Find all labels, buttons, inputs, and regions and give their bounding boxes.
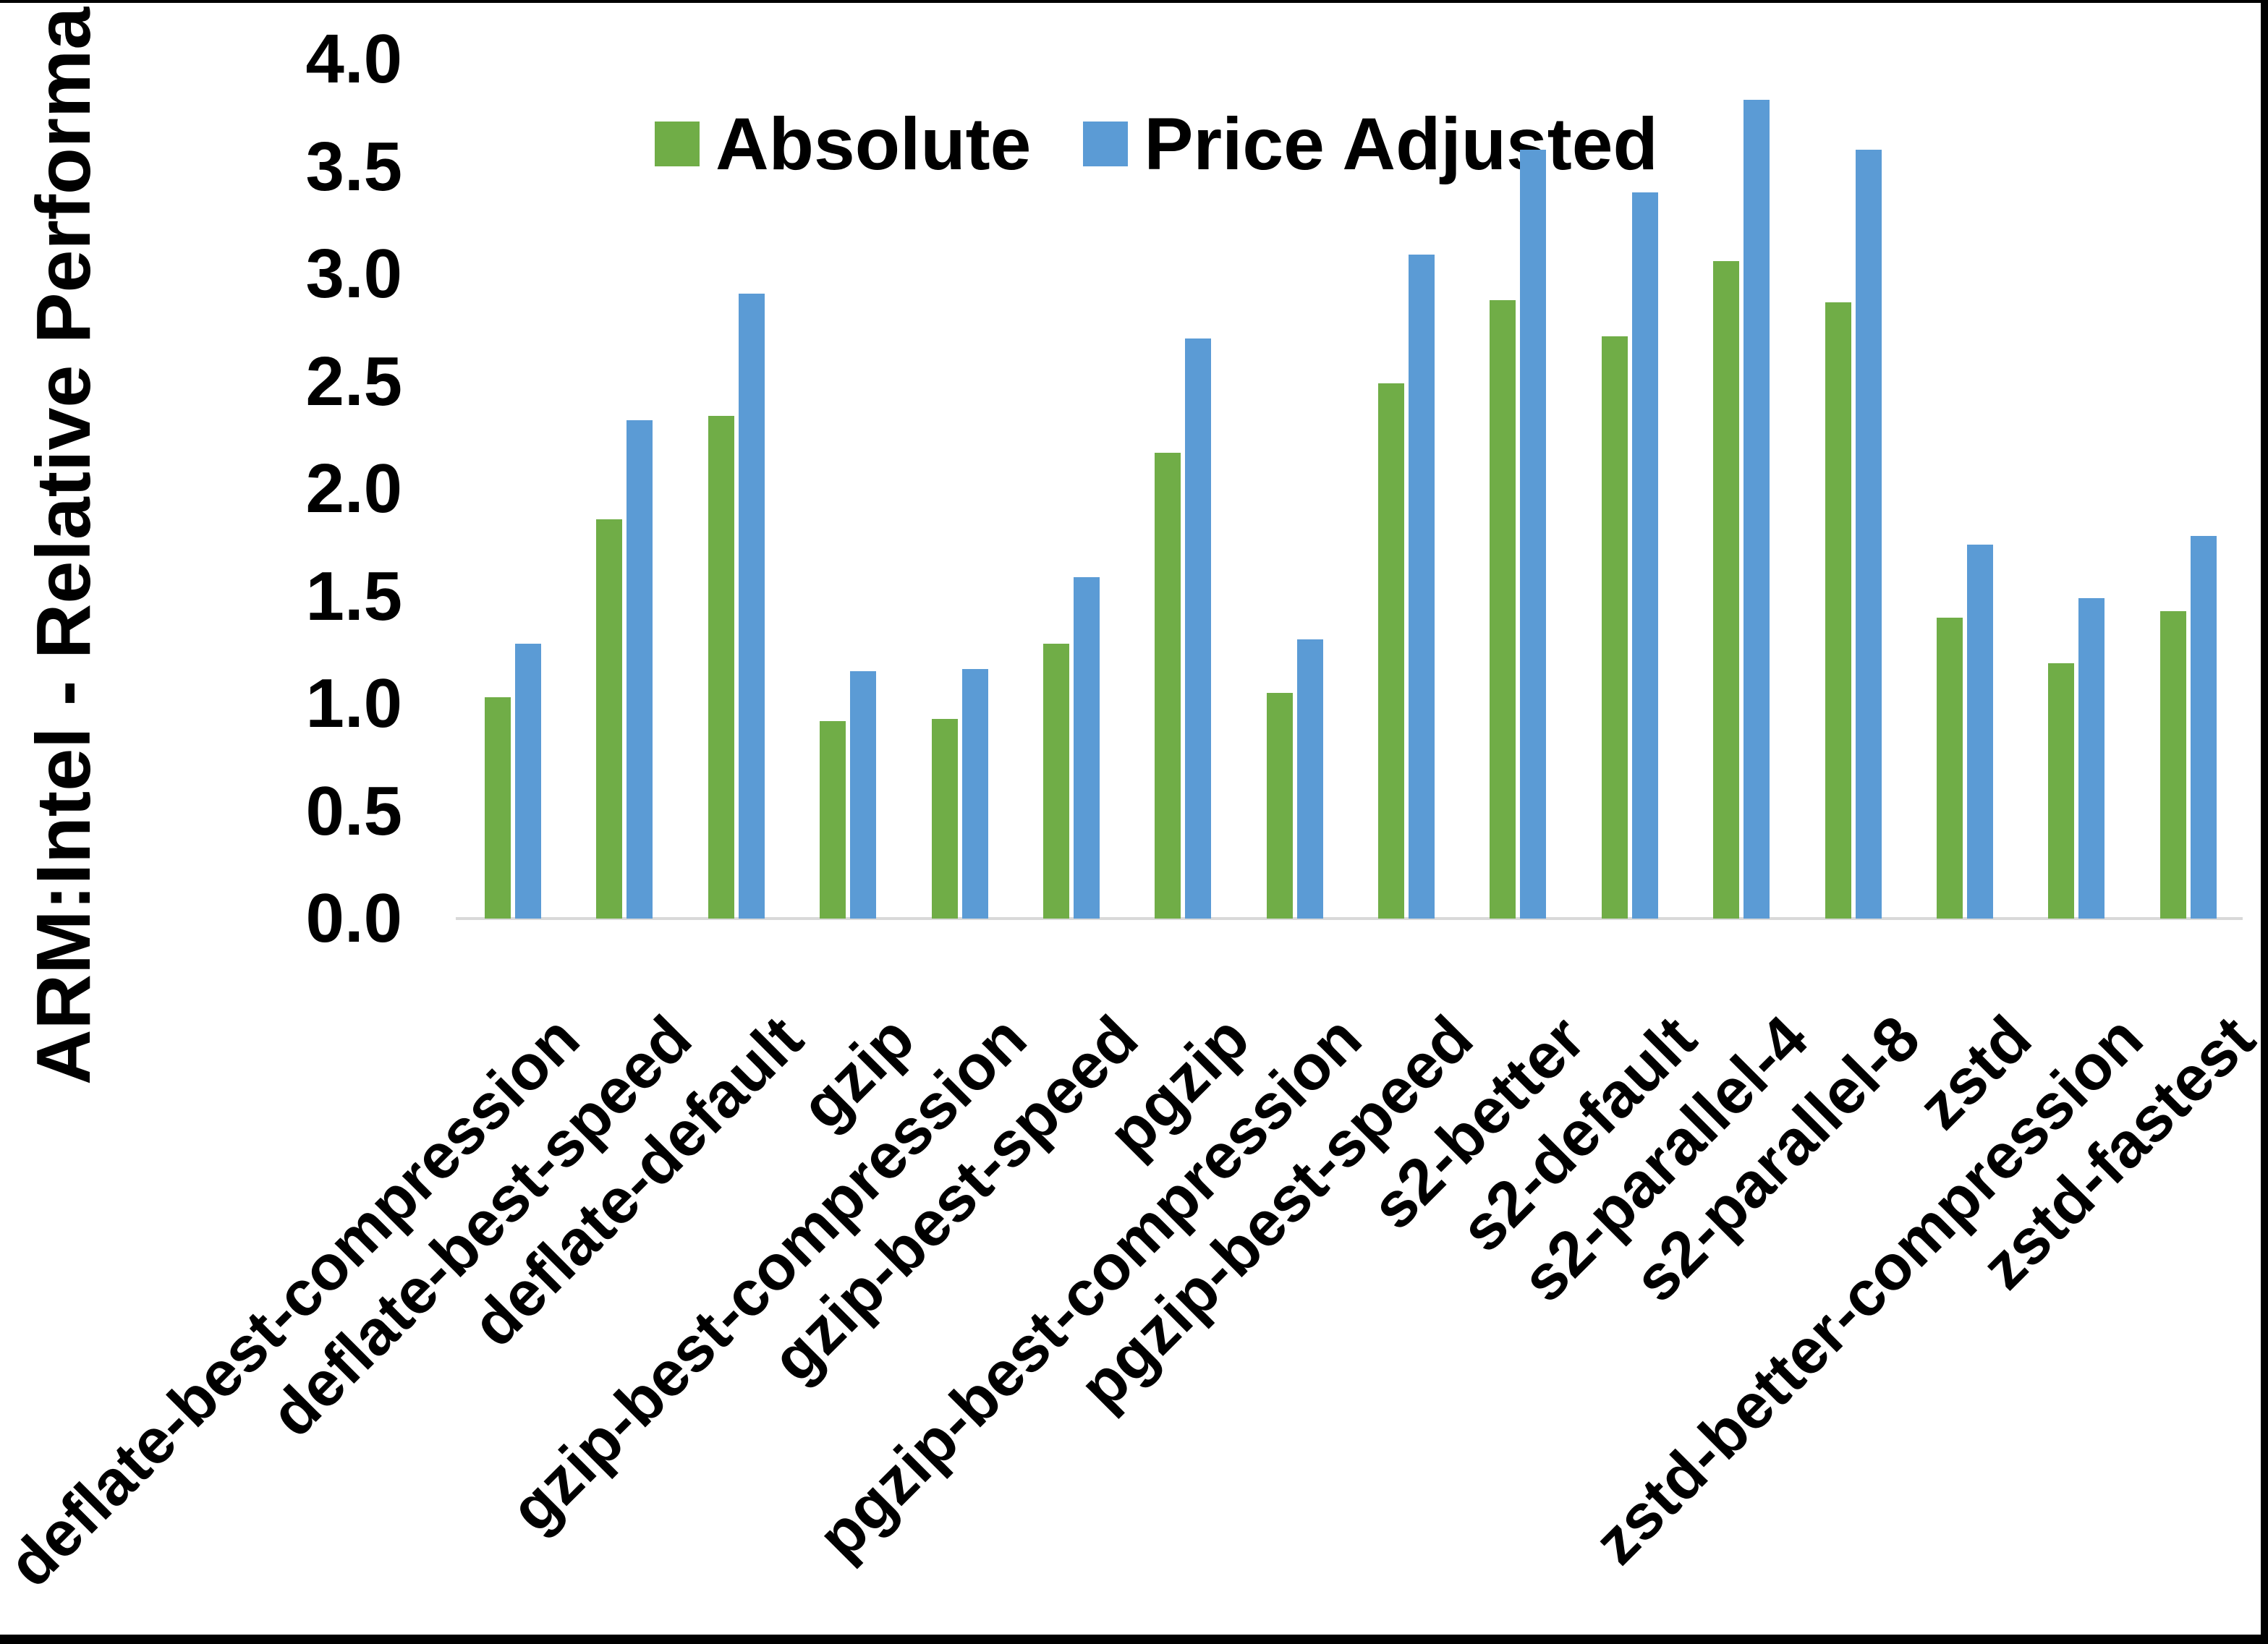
y-tick-label-1.0: 1.0 bbox=[305, 665, 402, 742]
legend-label-price-adjusted: Price Adjusted bbox=[1144, 103, 1658, 185]
bar-absolute-s2-parallel-8 bbox=[1825, 302, 1851, 919]
bar-price-adjusted-s2-parallel-8 bbox=[1856, 150, 1882, 919]
y-tick-label-1.5: 1.5 bbox=[305, 557, 402, 635]
bar-absolute-deflate-best-speed bbox=[596, 519, 622, 919]
bar-price-adjusted-pgzip-best-compression bbox=[1297, 639, 1323, 919]
bar-absolute-deflate-best-compression bbox=[485, 697, 511, 919]
bar-absolute-gzip-best-compression bbox=[932, 719, 958, 919]
bar-price-adjusted-pgzip-best-speed bbox=[1409, 255, 1435, 919]
legend-item-absolute: Absolute bbox=[655, 107, 1031, 181]
bar-absolute-gzip bbox=[820, 721, 846, 919]
bar-price-adjusted-deflate-default bbox=[739, 294, 765, 919]
legend-label-absolute: Absolute bbox=[715, 103, 1032, 185]
bar-price-adjusted-gzip bbox=[850, 671, 876, 919]
bar-price-adjusted-deflate-best-compression bbox=[515, 644, 541, 919]
bar-absolute-zstd-fastest bbox=[2160, 611, 2186, 919]
y-tick-label-3.5: 3.5 bbox=[305, 127, 402, 205]
bar-price-adjusted-zstd bbox=[1967, 545, 1993, 919]
y-tick-label-4.0: 4.0 bbox=[305, 20, 402, 98]
top-border-line bbox=[0, 0, 2268, 3]
bar-price-adjusted-deflate-best-speed bbox=[627, 420, 653, 919]
bar-price-adjusted-zstd-better-compression bbox=[2078, 598, 2105, 919]
bar-absolute-gzip-best-speed bbox=[1043, 644, 1069, 919]
y-tick-label-3.0: 3.0 bbox=[305, 235, 402, 312]
legend-swatch-price-adjusted bbox=[1083, 122, 1129, 166]
right-border-line bbox=[2261, 0, 2268, 1644]
bar-absolute-pgzip-best-compression bbox=[1267, 693, 1293, 919]
bar-price-adjusted-s2-default bbox=[1632, 192, 1658, 919]
x-axis-line bbox=[456, 917, 2243, 920]
legend-item-price-adjusted: Price Adjusted bbox=[1083, 103, 1658, 185]
bar-absolute-zstd-better-compression bbox=[2048, 663, 2074, 919]
bar-price-adjusted-gzip-best-speed bbox=[1074, 577, 1100, 919]
bar-absolute-s2-default bbox=[1602, 336, 1628, 919]
bar-price-adjusted-s2-better bbox=[1520, 150, 1546, 919]
bar-absolute-pgzip bbox=[1155, 453, 1181, 919]
y-tick-label-2.0: 2.0 bbox=[305, 450, 402, 527]
bar-absolute-s2-parallel-4 bbox=[1713, 261, 1739, 919]
bar-absolute-s2-better bbox=[1490, 300, 1516, 919]
bar-absolute-pgzip-best-speed bbox=[1378, 383, 1404, 919]
bottom-border-line bbox=[0, 1635, 2268, 1644]
legend: Absolute Price Adjusted bbox=[655, 107, 1658, 181]
bar-price-adjusted-gzip-best-compression bbox=[962, 669, 988, 919]
y-axis-title: ARM:Intel - Relative Performance bbox=[21, 0, 106, 1085]
bar-absolute-zstd bbox=[1937, 618, 1963, 919]
y-tick-label-2.5: 2.5 bbox=[305, 342, 402, 420]
bar-price-adjusted-s2-parallel-4 bbox=[1744, 100, 1770, 919]
legend-swatch-absolute bbox=[655, 122, 700, 166]
y-tick-label-0.5: 0.5 bbox=[305, 772, 402, 850]
bar-price-adjusted-zstd-fastest bbox=[2191, 536, 2217, 919]
bar-absolute-deflate-default bbox=[708, 416, 734, 919]
bar-price-adjusted-pgzip bbox=[1185, 338, 1211, 919]
y-tick-label-0.0: 0.0 bbox=[305, 880, 402, 957]
